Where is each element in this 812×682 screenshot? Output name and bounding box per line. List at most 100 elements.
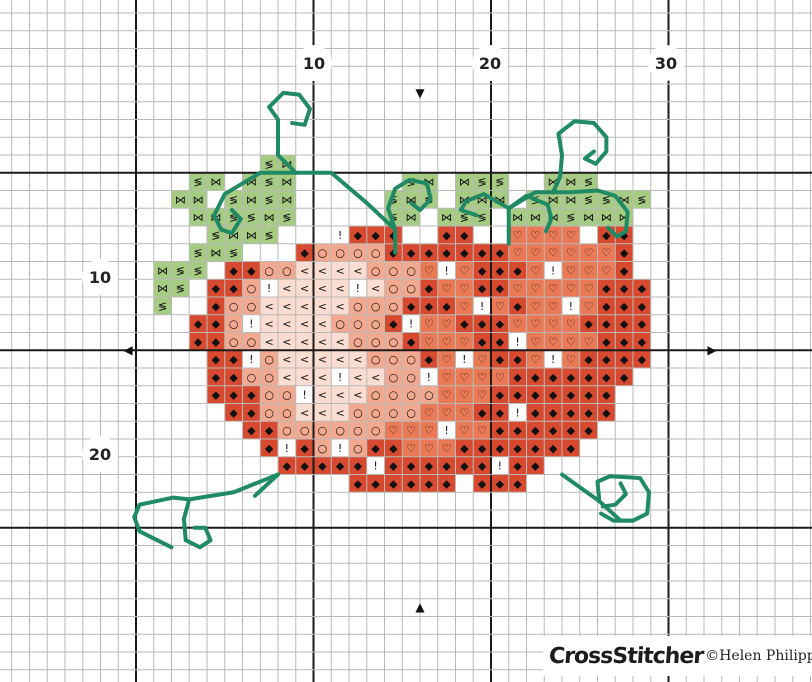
stitch-cell xyxy=(597,368,616,386)
stitch-symbol: ○ xyxy=(371,247,381,260)
stitch-cell xyxy=(508,243,527,262)
stitch-cell xyxy=(579,297,598,315)
stitch-cell xyxy=(384,279,403,297)
stitch-cell xyxy=(473,208,491,226)
stitch-cell xyxy=(455,332,474,351)
stitch-symbol: ! xyxy=(338,229,342,242)
stitch-symbol: ◆ xyxy=(478,406,487,419)
stitch-cell xyxy=(278,172,296,191)
stitch-cell xyxy=(437,421,456,439)
stitch-cell xyxy=(420,385,438,404)
stitch-cell xyxy=(544,403,562,422)
stitch-cell xyxy=(473,385,491,404)
stitch-symbol: < xyxy=(318,318,327,331)
stitch-cell xyxy=(579,208,598,226)
stitch-symbol: ♡ xyxy=(513,318,523,331)
stitch-symbol: ○ xyxy=(247,282,257,295)
stitch-symbol: ○ xyxy=(353,442,363,455)
stitch-cell xyxy=(349,385,367,404)
stitch-cell xyxy=(224,243,243,262)
stitch-cell xyxy=(331,368,349,386)
stitch-symbol: < xyxy=(282,335,291,348)
stitch-cell xyxy=(295,350,314,368)
stitch-cell xyxy=(278,456,296,475)
stitch-cell xyxy=(579,421,598,439)
stitch-symbol: < xyxy=(353,371,362,384)
stitch-symbol: ≶ xyxy=(265,176,274,189)
stitch-symbol: < xyxy=(353,264,362,277)
stitch-symbol: ⋈ xyxy=(406,211,417,224)
stitch-symbol: ♡ xyxy=(424,406,434,419)
stitch-symbol: ○ xyxy=(371,353,381,366)
stitch-cell xyxy=(224,297,243,315)
stitch-cell xyxy=(526,368,545,386)
stitch-symbol: ♡ xyxy=(530,353,540,366)
stitch-symbol: ○ xyxy=(335,247,345,260)
stitch-cell xyxy=(189,172,207,191)
center-marker: ▲ xyxy=(415,600,425,614)
stitch-symbol: ○ xyxy=(282,406,292,419)
backstitch-line xyxy=(386,177,433,232)
stitch-cell xyxy=(295,439,314,457)
stitch-symbol: < xyxy=(336,300,345,313)
stitch-cell xyxy=(437,226,456,244)
stitch-symbol: ≶ xyxy=(265,229,274,242)
stitch-cell xyxy=(455,456,474,475)
stitch-symbol: ◆ xyxy=(638,335,647,348)
stitch-symbol: ○ xyxy=(247,300,257,313)
stitch-symbol: ○ xyxy=(229,335,239,348)
stitch-symbol: ♡ xyxy=(459,371,469,384)
stitch-symbol: ♡ xyxy=(513,282,523,295)
stitch-symbol: ◆ xyxy=(513,424,522,437)
stitch-cell xyxy=(633,190,651,209)
stitch-cell xyxy=(295,243,314,262)
stitch-symbol: ♡ xyxy=(442,282,452,295)
stitch-symbol: ⋈ xyxy=(459,176,470,189)
stitch-symbol: ◆ xyxy=(549,371,558,384)
stitch-symbol: ♡ xyxy=(530,229,540,242)
stitch-cell xyxy=(562,332,580,351)
stitch-symbol: ○ xyxy=(389,389,399,402)
stitch-symbol: ≶ xyxy=(247,211,256,224)
stitch-symbol: ! xyxy=(515,406,519,419)
stitch-symbol: ○ xyxy=(282,264,292,277)
stitch-symbol: ◆ xyxy=(478,477,487,490)
stitch-symbol: < xyxy=(353,353,362,366)
stitch-cell xyxy=(455,368,474,386)
stitch-cell xyxy=(349,314,367,333)
stitch-symbol: ◆ xyxy=(247,389,256,402)
stitch-cell xyxy=(579,350,598,368)
backstitch-line xyxy=(267,90,312,175)
copyright-owner: ©Helen Philipps xyxy=(705,648,812,664)
stitch-symbol: ◆ xyxy=(638,353,647,366)
stitch-symbol: ◆ xyxy=(478,335,487,348)
stitch-symbol: ◆ xyxy=(247,264,256,277)
stitch-cell xyxy=(455,385,474,404)
stitch-symbol: ◆ xyxy=(425,353,434,366)
stitch-symbol: ◆ xyxy=(265,442,274,455)
stitch-cell xyxy=(313,403,332,422)
stitch-symbol: ⋈ xyxy=(246,229,257,242)
stitch-symbol: ♡ xyxy=(424,264,434,277)
stitch-symbol: ◆ xyxy=(513,442,522,455)
stitch-cell xyxy=(189,261,207,280)
stitch-symbol: ⋈ xyxy=(512,211,523,224)
stitch-symbol: ◆ xyxy=(229,371,238,384)
stitch-symbol: < xyxy=(300,371,309,384)
stitch-symbol: ○ xyxy=(353,300,363,313)
stitch-cell xyxy=(455,279,474,297)
stitch-symbol: ○ xyxy=(406,389,416,402)
stitch-cell xyxy=(242,332,261,351)
stitch-symbol: ≶ xyxy=(584,176,593,189)
stitch-symbol: ○ xyxy=(353,318,363,331)
stitch-symbol: ◆ xyxy=(407,247,416,260)
stitch-cell xyxy=(544,243,562,262)
stitch-cell xyxy=(562,226,580,244)
stitch-symbol: ♡ xyxy=(406,424,416,437)
stitch-cell xyxy=(242,261,261,280)
stitch-cell xyxy=(366,474,385,493)
stitch-cell xyxy=(420,314,438,333)
stitch-cell xyxy=(544,332,562,351)
stitch-cell xyxy=(437,243,456,262)
stitch-cell xyxy=(491,403,509,422)
